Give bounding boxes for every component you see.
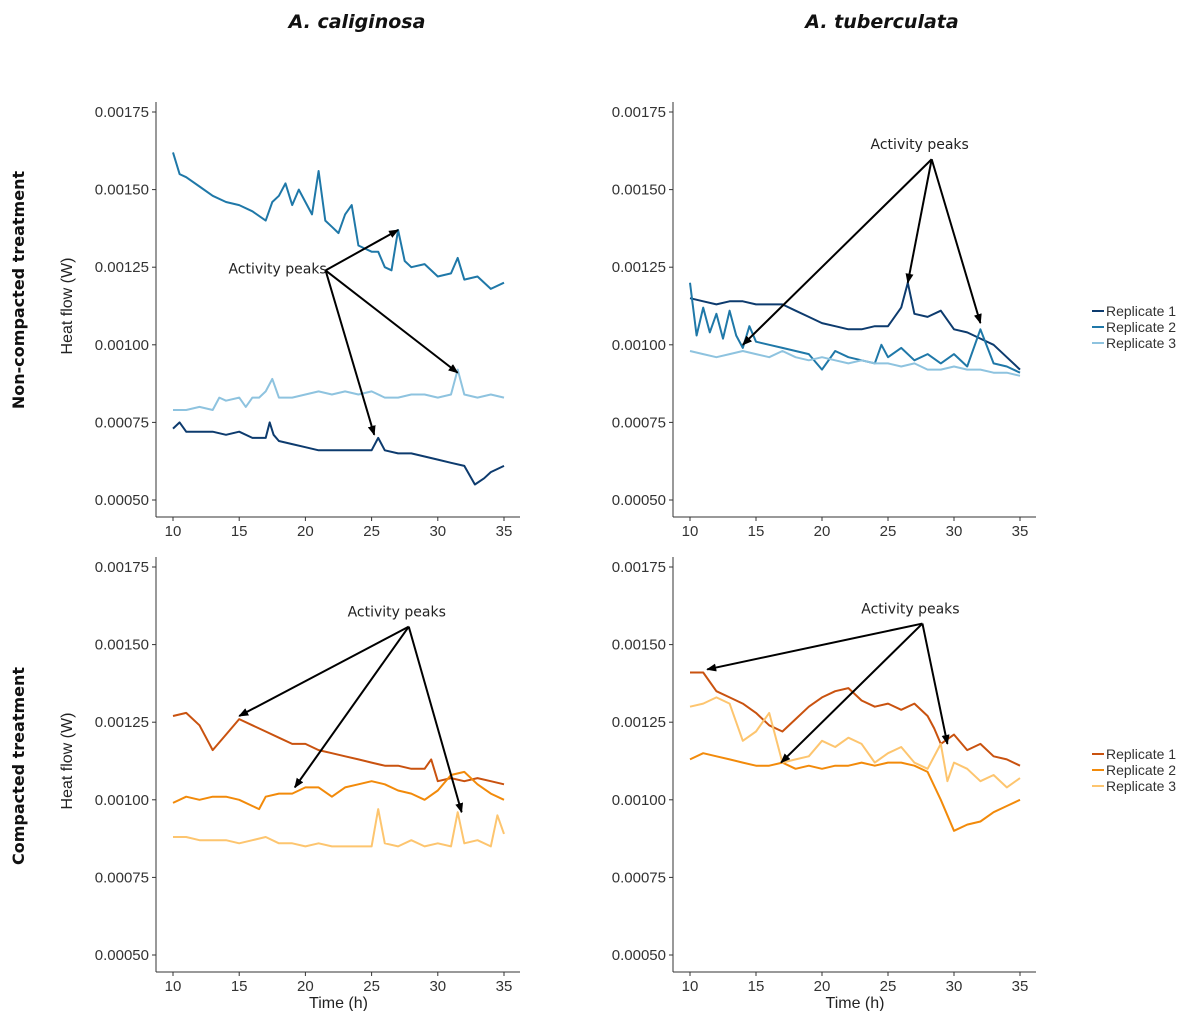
annotation-arrow [407, 626, 464, 814]
annotation-label: Activity peaks [871, 137, 969, 153]
series-line-replicate-1 [689, 281, 1021, 371]
x-tick-label: 25 [880, 978, 897, 995]
column-title-left: A. caliginosa [287, 11, 426, 33]
row-title-top: Non-compacted treatment [9, 171, 28, 410]
y-tick-label: 0.00150 [95, 182, 149, 199]
y-tick-label: 0.00100 [95, 337, 149, 354]
y-tick-label: 0.00100 [612, 337, 666, 354]
x-axis-label: Time (h) [309, 995, 368, 1011]
annotation-label: Activity peaks [228, 261, 326, 277]
series-line-replicate-2 [172, 152, 505, 290]
y-tick-label: 0.00125 [612, 259, 666, 276]
x-tick-label: 35 [1012, 523, 1029, 540]
annotation-label: Activity peaks [348, 605, 446, 621]
x-tick-label: 25 [363, 523, 380, 540]
panel-3: 0.00050 0.00075 0.00100 0.00125 0.00150 0.001… [59, 557, 520, 1011]
column-title-right: A. tuberculata [803, 11, 958, 33]
x-tick-label: 20 [814, 978, 831, 995]
annotation-arrow [921, 623, 950, 745]
series-line-replicate-1 [172, 711, 505, 786]
y-tick-label: 0.00150 [612, 182, 666, 199]
panel-2: 0.00050 0.00075 0.00100 0.00125 0.00150 0.001… [612, 102, 1036, 540]
y-tick-label: 0.00175 [612, 104, 666, 121]
x-tick-label: 30 [429, 523, 446, 540]
legend-label: Replicate 3 [1106, 778, 1176, 794]
annotation-arrow [706, 622, 923, 672]
series-line-replicate-2 [689, 282, 1021, 374]
series-line-replicate-1 [172, 421, 505, 486]
legend-label: Replicate 3 [1106, 335, 1176, 351]
annotation-arrow [930, 158, 982, 325]
series-line-replicate-3 [689, 350, 1021, 377]
x-tick-label: 30 [946, 978, 963, 995]
y-tick-label: 0.00050 [95, 947, 149, 964]
y-tick-label: 0.00175 [612, 559, 666, 576]
annotation-arrow [780, 622, 924, 764]
series-line-replicate-1 [690, 671, 1021, 767]
x-tick-label: 10 [682, 978, 699, 995]
panel-4: 0.00050 0.00075 0.00100 0.00125 0.00150 0.001… [612, 557, 1036, 1011]
x-tick-label: 15 [748, 523, 765, 540]
x-tick-label: 25 [880, 523, 897, 540]
x-tick-label: 20 [297, 523, 314, 540]
annotation-arrow [324, 270, 376, 436]
y-tick-label: 0.00100 [95, 792, 149, 809]
chart-panels: 0.00050 0.00075 0.00100 0.00125 0.00150 0.001… [59, 102, 1036, 1011]
y-tick-label: 0.00100 [612, 792, 666, 809]
series-line-replicate-2 [689, 752, 1021, 832]
y-tick-label: 0.00125 [95, 714, 149, 731]
x-tick-label: 15 [231, 978, 248, 995]
x-tick-label: 20 [297, 978, 314, 995]
annotation-arrow [324, 269, 459, 374]
y-tick-label: 0.00175 [95, 559, 149, 576]
panel-1: 0.00050 0.00075 0.00100 0.00125 0.00150 0.001… [59, 102, 520, 540]
annotation-arrow [238, 625, 410, 717]
row-title-bottom: Compacted treatment [9, 667, 28, 865]
y-tick-label: 0.00075 [612, 869, 666, 886]
y-tick-label: 0.00125 [612, 714, 666, 731]
x-tick-label: 25 [363, 978, 380, 995]
annotation-arrow [905, 159, 933, 284]
x-tick-label: 10 [165, 523, 182, 540]
y-axis-label: Heat flow (W) [59, 258, 76, 355]
legend-label: Replicate 1 [1106, 303, 1176, 319]
y-tick-label: 0.00075 [612, 414, 666, 431]
series-line-replicate-3 [689, 696, 1021, 789]
x-tick-label: 15 [231, 523, 248, 540]
x-tick-label: 10 [165, 978, 182, 995]
annotation-arrow [325, 229, 399, 272]
y-tick-label: 0.00050 [612, 492, 666, 509]
series-line-replicate-3 [173, 368, 505, 411]
y-tick-label: 0.00150 [95, 637, 149, 654]
y-tick-label: 0.00050 [95, 492, 149, 509]
x-tick-label: 30 [429, 978, 446, 995]
y-tick-label: 0.00050 [612, 947, 666, 964]
y-tick-label: 0.00125 [95, 259, 149, 276]
x-tick-label: 10 [682, 523, 699, 540]
x-tick-label: 35 [496, 978, 513, 995]
annotation-arrow [293, 626, 410, 789]
annotation-arrow [742, 158, 933, 346]
series-line-replicate-2 [172, 770, 505, 811]
legend-label: Replicate 1 [1106, 746, 1176, 762]
series-line-replicate-3 [173, 808, 505, 848]
x-tick-label: 35 [496, 523, 513, 540]
y-tick-label: 0.00075 [95, 869, 149, 886]
y-tick-label: 0.00150 [612, 637, 666, 654]
x-tick-label: 35 [1012, 978, 1029, 995]
x-tick-label: 15 [748, 978, 765, 995]
x-axis-label: Time (h) [826, 995, 885, 1011]
y-tick-label: 0.00175 [95, 104, 149, 121]
legend-label: Replicate 2 [1106, 319, 1176, 335]
legend-label: Replicate 2 [1106, 762, 1176, 778]
y-axis-label: Heat flow (W) [59, 713, 76, 810]
y-tick-label: 0.00075 [95, 414, 149, 431]
annotation-label: Activity peaks [861, 602, 959, 618]
x-tick-label: 30 [946, 523, 963, 540]
x-tick-label: 20 [814, 523, 831, 540]
